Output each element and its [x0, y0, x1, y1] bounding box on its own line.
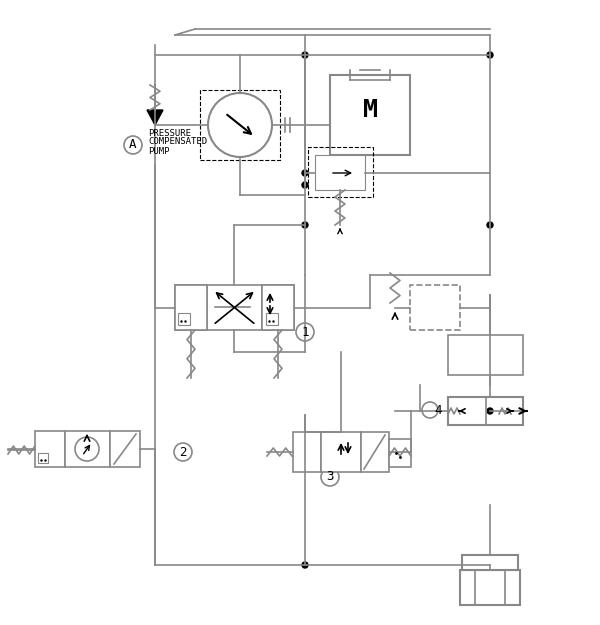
Circle shape [487, 408, 493, 414]
Text: 2: 2 [179, 446, 187, 459]
Circle shape [302, 222, 308, 228]
Bar [389, 439, 411, 467]
Bar [38, 453, 48, 463]
Text: 4: 4 [434, 404, 442, 416]
Bar [361, 432, 389, 472]
Bar [462, 555, 518, 570]
Bar [266, 313, 278, 325]
Text: M: M [362, 98, 377, 122]
Bar [321, 432, 361, 472]
Polygon shape [147, 110, 163, 125]
Circle shape [302, 170, 308, 176]
Bar [175, 285, 207, 330]
Bar [410, 285, 460, 330]
Circle shape [302, 182, 308, 188]
Bar [262, 285, 294, 330]
Bar [330, 75, 410, 155]
Bar [35, 431, 65, 467]
Bar [65, 431, 110, 467]
Bar [262, 285, 294, 330]
Text: PUMP: PUMP [148, 146, 170, 156]
Text: 1: 1 [301, 326, 309, 339]
Circle shape [302, 562, 308, 568]
Bar [175, 285, 207, 330]
Bar [460, 570, 520, 605]
Text: PRESSURE: PRESSURE [148, 129, 191, 138]
Text: COMPENSATED: COMPENSATED [148, 138, 207, 146]
Circle shape [487, 52, 493, 58]
Text: A: A [129, 139, 137, 151]
Text: 3: 3 [326, 471, 334, 484]
Circle shape [302, 52, 308, 58]
Bar [293, 432, 321, 472]
Bar [110, 431, 140, 467]
Bar [178, 313, 190, 325]
Bar [308, 147, 373, 197]
Bar [448, 335, 523, 375]
Bar [207, 285, 262, 330]
Bar [315, 155, 365, 190]
Bar [448, 397, 523, 425]
Bar [200, 90, 280, 160]
Circle shape [487, 222, 493, 228]
